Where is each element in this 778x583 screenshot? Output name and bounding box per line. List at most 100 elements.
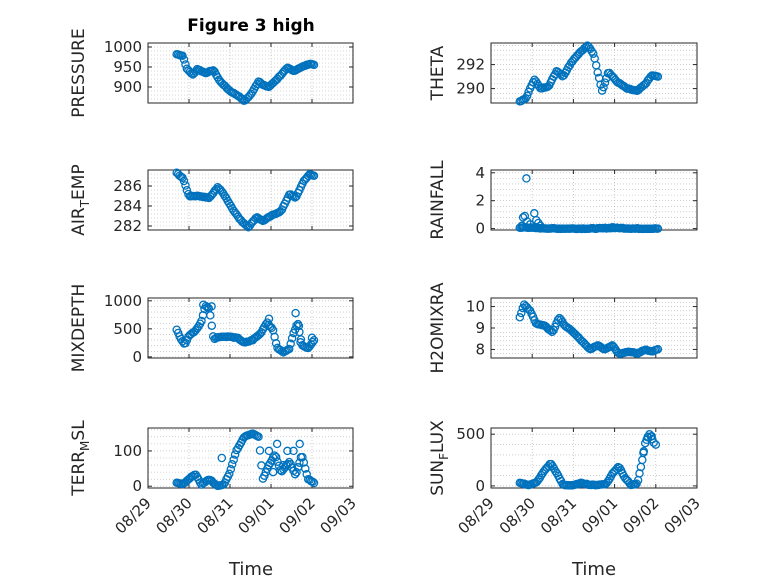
data-point	[651, 440, 661, 449]
data-point	[287, 334, 297, 343]
y-tick-label: 290	[456, 80, 485, 98]
data-point	[647, 432, 656, 441]
x-tick-label: 08/31	[194, 494, 237, 537]
x-tick-label: 08/30	[496, 494, 539, 537]
data-point	[653, 72, 663, 81]
data-point	[283, 446, 292, 456]
y-tick-label: 2	[475, 192, 485, 210]
y-tick-label: 500	[113, 320, 142, 338]
y-axis-label-sub: M	[78, 441, 92, 451]
y-axis-label-suffix: EMP	[69, 164, 89, 200]
x-tick-label: 09/01	[578, 494, 621, 537]
x-tick-label: 08/31	[537, 494, 580, 537]
data-point	[639, 448, 648, 458]
y-axis-label-main: TERR	[69, 451, 89, 497]
subplot-4: 0 500 1000 MIXDEPTH	[69, 284, 354, 373]
x-tick-label: 09/03	[317, 494, 360, 537]
y-axis-label: PRESSURE	[69, 28, 89, 117]
data-point	[290, 469, 300, 479]
data-point	[264, 446, 274, 456]
data-point	[184, 332, 193, 342]
data-point	[277, 347, 287, 356]
data-point	[515, 313, 525, 322]
data-point	[225, 469, 234, 479]
data-point	[230, 450, 240, 459]
data-point	[187, 69, 196, 78]
data-point	[599, 82, 608, 92]
x-axis-label-left: Time	[228, 559, 273, 580]
data-point	[227, 460, 237, 469]
data-point	[207, 302, 216, 311]
y-axis-label-suffix: LUX	[428, 420, 448, 453]
data-point	[268, 467, 278, 477]
data-point	[638, 455, 647, 465]
y-tick-label: 0	[475, 220, 485, 238]
x-tick-label: 09/02	[619, 494, 662, 537]
data-point	[254, 432, 263, 441]
data-point	[530, 209, 539, 218]
x-tick-label: 08/29	[112, 494, 155, 537]
data-point	[309, 171, 319, 181]
data-point	[291, 308, 300, 318]
data-point	[179, 176, 189, 186]
data-point	[296, 338, 305, 347]
data-point	[294, 321, 304, 331]
y-axis-label: THETA	[428, 45, 448, 101]
data-point	[309, 60, 319, 70]
data-point	[593, 68, 602, 77]
data-point	[226, 465, 236, 474]
data-point	[229, 455, 238, 465]
x-tick-label: 09/01	[235, 494, 278, 537]
data-point	[292, 468, 301, 477]
data-point	[522, 91, 532, 101]
y-tick-label: 9	[475, 319, 485, 337]
data-point	[207, 321, 217, 330]
y-tick-label: 0	[132, 348, 142, 366]
subplot-3: 0 2 4 RAINFALL	[428, 160, 698, 240]
data-point	[295, 439, 304, 449]
y-tick-label: 950	[113, 58, 142, 76]
y-tick-label: 500	[456, 425, 485, 443]
data-point	[584, 42, 594, 52]
data-point	[286, 339, 295, 349]
data-point	[305, 342, 314, 351]
data-point	[525, 220, 535, 229]
data-point	[569, 328, 579, 338]
data-point	[217, 187, 227, 197]
subplot-1: 290 292 THETA	[428, 41, 698, 106]
y-axis-label: SUNFLUX	[428, 420, 451, 496]
y-axis-label: AIRTEMP	[69, 164, 92, 235]
y-axis-label-main: RAINFALL	[428, 160, 448, 240]
data-point	[309, 336, 319, 345]
y-tick-label: 1000	[104, 38, 142, 56]
data-point	[608, 222, 617, 232]
data-point	[536, 221, 545, 231]
y-axis-label-main: THETA	[428, 45, 448, 101]
data-point	[517, 308, 526, 318]
data-point	[522, 174, 531, 183]
data-point	[299, 458, 309, 467]
data-point	[517, 221, 527, 231]
axes-frame	[147, 427, 354, 489]
y-tick-label: 100	[113, 442, 142, 460]
x-axis-label-right: Time	[571, 559, 616, 580]
subplot-0: 900 950 1000 PRESSURE	[69, 28, 354, 118]
data-point	[176, 172, 186, 181]
data-point	[523, 217, 532, 226]
data-point	[546, 459, 556, 469]
data-point	[289, 446, 298, 456]
data-point	[600, 78, 610, 87]
data-point	[653, 344, 663, 354]
data-point	[181, 181, 190, 190]
data-point	[284, 344, 294, 354]
y-tick-label: 0	[475, 477, 485, 495]
data-point	[272, 439, 282, 449]
y-axis-label-main: SUN	[428, 460, 448, 496]
y-axis-label: MIXDEPTH	[69, 284, 89, 373]
y-tick-label: 286	[113, 177, 142, 195]
y-axis-label-suffix: SL	[69, 420, 89, 441]
y-axis-label-main: MIXDEPTH	[69, 284, 89, 373]
